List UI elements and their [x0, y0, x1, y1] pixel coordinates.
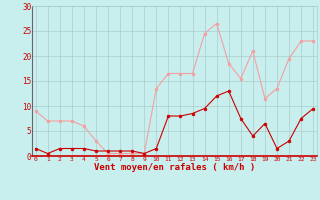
- X-axis label: Vent moyen/en rafales ( km/h ): Vent moyen/en rafales ( km/h ): [94, 163, 255, 172]
